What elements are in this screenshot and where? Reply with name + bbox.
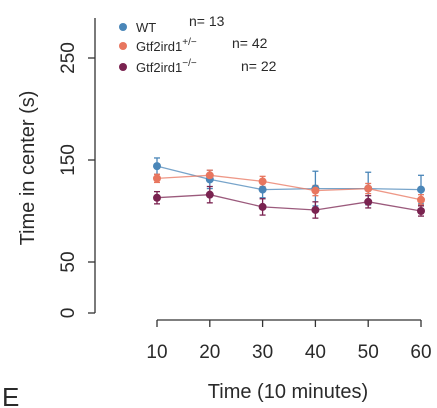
data-points <box>153 162 425 215</box>
legend-n-ko: n= 22 <box>241 58 277 74</box>
x-tick-label: 40 <box>305 342 326 363</box>
x-tick-label: 50 <box>358 342 379 363</box>
data-point-het <box>258 177 267 186</box>
y-tick-label: 150 <box>58 144 79 176</box>
data-point-het <box>364 184 373 193</box>
x-tick-label: 20 <box>199 342 220 363</box>
error-bars <box>154 157 424 219</box>
legend-label-wt: WT <box>136 20 156 35</box>
legend: WT n= 13 Gtf2ird1+/− n= 42 Gtf2ird1−/− n… <box>119 13 277 75</box>
legend-n-wt: n= 13 <box>189 13 225 29</box>
series-line-het <box>156 174 422 201</box>
legend-label-het: Gtf2ird1+/− <box>136 37 197 54</box>
data-point-ko <box>205 190 214 199</box>
x-axis-title: Time (10 minutes) <box>208 381 368 403</box>
axis-ticks: 0 50 150 250 10 20 30 40 50 60 <box>58 42 432 363</box>
data-point-het <box>205 171 214 180</box>
data-point-wt <box>417 185 425 194</box>
y-axis-title: Time in center (s) <box>17 91 39 246</box>
series-line-ko <box>156 194 422 212</box>
x-tick-label: 60 <box>410 342 431 363</box>
legend-label-ko-sup: −/− <box>182 58 197 69</box>
y-tick-label: 0 <box>58 308 79 319</box>
data-point-ko <box>153 193 161 202</box>
data-point-het <box>311 186 320 195</box>
data-point-het <box>417 195 425 204</box>
x-tick-label: 30 <box>252 342 273 363</box>
legend-label-het-sup: +/− <box>182 37 197 48</box>
data-point-ko <box>258 202 267 211</box>
data-point-ko <box>364 197 373 206</box>
legend-marker-het <box>119 42 127 50</box>
data-point-het <box>153 174 161 183</box>
data-point-ko <box>417 207 425 215</box>
legend-label-het-name: Gtf2ird1 <box>136 39 182 54</box>
data-point-wt <box>153 162 161 171</box>
legend-label-ko-name: Gtf2ird1 <box>136 60 182 75</box>
panel-label: E <box>2 382 19 408</box>
legend-marker-ko <box>119 63 127 71</box>
legend-marker-wt <box>119 23 127 31</box>
series-lines <box>156 165 422 212</box>
data-point-ko <box>311 205 320 214</box>
legend-label-ko: Gtf2ird1−/− <box>136 58 197 75</box>
x-tick-label: 10 <box>146 342 167 363</box>
y-tick-label: 50 <box>58 251 79 272</box>
data-point-wt <box>258 185 267 194</box>
series-line-wt <box>156 165 422 191</box>
y-tick-label: 250 <box>58 42 79 74</box>
legend-n-het: n= 42 <box>232 35 268 51</box>
